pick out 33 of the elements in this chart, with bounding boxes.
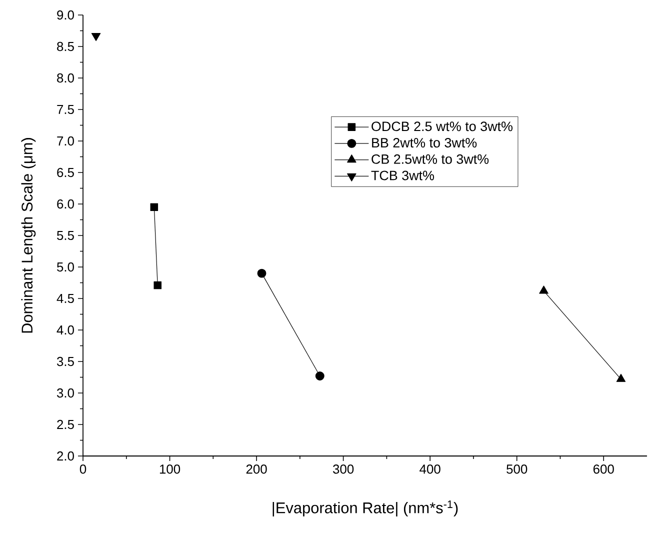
x-tick-label: 300 (333, 464, 354, 474)
y-tick-label: 4.5 (56, 294, 74, 304)
y-tick-label: 9.0 (57, 10, 74, 20)
y-tick-label: 6.0 (57, 199, 74, 209)
y-tick-label: 7.0 (57, 136, 74, 146)
y-tick-label: 8.0 (57, 73, 74, 83)
y-tick-label: 5.5 (56, 230, 74, 240)
point (315, 372, 324, 380)
point (91, 32, 101, 42)
x-tick-label: 200 (246, 464, 267, 474)
point (257, 268, 266, 278)
x-tick-label: 0 (80, 464, 86, 474)
x-tick-label: 600 (593, 464, 614, 474)
y-tick-label: 2.0 (57, 451, 74, 461)
x-axis-title: |Evaporation Rate| (nm*s$^{-1}$) (272, 500, 458, 516)
y-tick-label: 3.0 (56, 388, 74, 398)
y-axis-title: Dominant Length Scale (μm) (21, 138, 36, 333)
y-tick-label: 8.5 (57, 42, 74, 52)
x-tick-label: 100 (160, 464, 180, 474)
y-tick-label: 3.5 (56, 356, 74, 366)
x-tick-label: 500 (506, 464, 528, 474)
y-tick-label: 4.0 (56, 325, 74, 335)
legend-label: BB 2wt% to 3wt% (372, 138, 477, 148)
y-tick-label: 5.0 (56, 262, 74, 272)
legend-label: ODCB 2.5 wt% to 3wt% (372, 122, 512, 132)
x-tick-label: 400 (420, 464, 440, 474)
legend-label: TCB 3wt% (371, 170, 434, 180)
legend-label: CB 2.5wt% to 3wt% (372, 154, 489, 164)
point (154, 281, 162, 290)
y-tick-label: 7.5 (57, 104, 74, 114)
y-tick-label: 2.5 (57, 420, 74, 430)
y-tick-label: 6.5 (57, 168, 74, 178)
point (150, 203, 158, 212)
